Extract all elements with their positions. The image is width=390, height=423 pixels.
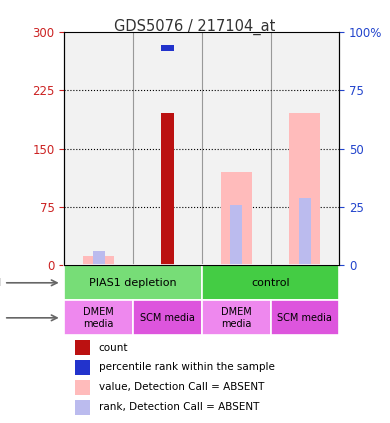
Text: PIAS1 depletion: PIAS1 depletion: [89, 278, 177, 288]
Text: control: control: [251, 278, 290, 288]
Bar: [133, 32, 202, 265]
Bar: [75, 400, 90, 415]
Bar: [202, 300, 271, 335]
Bar: [64, 32, 133, 265]
Text: DMEM
media: DMEM media: [83, 307, 114, 329]
Bar: [75, 341, 90, 355]
Bar: [271, 32, 339, 265]
Bar: [75, 379, 90, 395]
Text: GDS5076 / 217104_at: GDS5076 / 217104_at: [114, 19, 276, 35]
Bar: [83, 256, 114, 265]
Bar: [133, 300, 202, 335]
Bar: [75, 360, 90, 374]
Bar: [92, 251, 105, 265]
Text: value, Detection Call = ABSENT: value, Detection Call = ABSENT: [99, 382, 264, 392]
Bar: [161, 113, 174, 265]
Bar: [289, 113, 321, 265]
Text: percentile rank within the sample: percentile rank within the sample: [99, 362, 275, 372]
Text: count: count: [99, 343, 128, 353]
Text: protocol: protocol: [0, 278, 1, 288]
Text: DMEM
media: DMEM media: [221, 307, 252, 329]
Bar: [230, 205, 242, 265]
Bar: [64, 265, 202, 300]
Bar: [202, 32, 271, 265]
Bar: [202, 265, 339, 300]
Bar: [221, 172, 252, 265]
Bar: [161, 45, 174, 51]
Bar: [64, 300, 133, 335]
Text: growth protocol: growth protocol: [0, 313, 1, 323]
Bar: [271, 300, 339, 335]
Text: SCM media: SCM media: [140, 313, 195, 323]
Bar: [299, 198, 311, 265]
Text: SCM media: SCM media: [278, 313, 332, 323]
Text: rank, Detection Call = ABSENT: rank, Detection Call = ABSENT: [99, 402, 259, 412]
